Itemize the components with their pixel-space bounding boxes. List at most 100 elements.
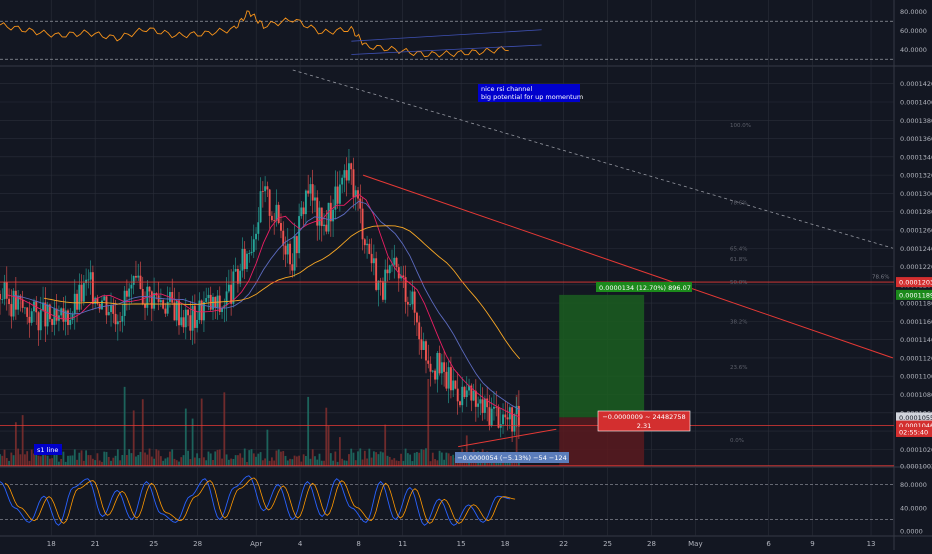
volume-bar	[515, 395, 518, 466]
candle-body	[334, 186, 337, 210]
volume-bar	[452, 454, 455, 466]
volume-bar	[465, 435, 468, 466]
volume-bar	[17, 448, 20, 466]
time-tick-label: 11	[398, 540, 407, 548]
volume-bar	[28, 460, 31, 466]
candle-body	[3, 282, 6, 300]
candle-body	[415, 312, 418, 323]
volume-bar	[282, 451, 285, 466]
volume-bar	[12, 455, 15, 466]
volume-bar	[227, 459, 230, 466]
volume-bar	[76, 459, 78, 466]
volume-bar	[357, 451, 359, 466]
candle-body	[55, 308, 58, 321]
volume-bar	[271, 457, 273, 466]
candle-body	[277, 204, 280, 224]
volume-bar	[103, 451, 106, 466]
volume-bar	[237, 455, 239, 466]
descending-trendline	[362, 174, 894, 359]
candle-body	[311, 184, 314, 201]
candle-body	[438, 352, 441, 374]
time-tick-label: 18	[501, 540, 510, 548]
candle-body	[361, 208, 364, 240]
volume-bar	[39, 456, 42, 466]
candle-body	[64, 310, 67, 322]
price-tick-label: 0.0001340	[900, 153, 932, 161]
profit-label[interactable]: 0.0000134 (12.70%) 896.07	[596, 282, 692, 292]
volume-bar	[425, 448, 427, 466]
candle-body	[486, 398, 489, 408]
volume-bar	[212, 460, 214, 466]
candle-body	[511, 407, 514, 432]
volume-bar	[436, 460, 439, 466]
candle-body	[348, 163, 350, 181]
volume-bar	[329, 453, 332, 466]
volume-bar	[196, 453, 199, 466]
candle-body	[427, 360, 430, 364]
candle-body	[207, 294, 210, 299]
price-tick-label: 0.0001260	[900, 226, 932, 234]
candle-body	[236, 268, 239, 284]
volume-bar	[261, 460, 264, 466]
volume-bar	[5, 458, 8, 466]
candle-body	[51, 319, 54, 325]
candle-body	[26, 307, 29, 317]
fib-level-label: 0.0%	[730, 438, 744, 444]
volume-bar	[137, 454, 140, 466]
volume-bar	[207, 451, 210, 466]
candle-body	[495, 406, 498, 408]
ma-mid-line	[14, 201, 520, 411]
volume-bar	[241, 457, 244, 466]
candle-body	[48, 304, 51, 320]
s1-annotation[interactable]: s1 line	[34, 444, 62, 455]
candle-body	[42, 302, 45, 311]
volume-bar	[119, 460, 121, 466]
volume-bar	[341, 458, 344, 466]
candle-body	[459, 401, 461, 406]
candle-body	[463, 386, 466, 398]
candle-body	[468, 385, 470, 391]
volume-bar	[189, 459, 192, 466]
price-pane[interactable]: 100.0% 78.6% 65.4% 61.8% 50.0% 38.2% 23.6% 0.0%…	[0, 69, 894, 467]
fib-level-label: 50.0%	[730, 280, 747, 286]
volume-bar	[33, 453, 35, 466]
price-badge-label: 0.0001055	[899, 414, 932, 422]
volume-bar	[320, 460, 323, 466]
profit-zone	[559, 294, 645, 418]
volume-bar	[323, 460, 325, 466]
candle-body	[69, 320, 72, 325]
candle-body	[384, 269, 387, 300]
candle-body	[21, 299, 24, 308]
volume-bar	[58, 461, 60, 466]
candle-body	[8, 298, 11, 305]
time-tick-label: 21	[91, 540, 100, 548]
candle-body	[216, 295, 219, 308]
volume-bar	[209, 453, 212, 466]
time-tick-label: 25	[603, 540, 612, 548]
stoch-pane[interactable]	[0, 475, 894, 526]
candle-body	[483, 398, 486, 413]
candle-body	[359, 198, 362, 209]
volume-bar	[157, 450, 160, 466]
volume-bar	[67, 455, 69, 466]
rsi-pane[interactable]	[0, 10, 894, 60]
price-tick-label: 0.0001320	[900, 172, 932, 180]
candle-body	[91, 272, 94, 305]
measure-label[interactable]: −0.0000054 (−5.13%) −54 −124	[455, 452, 569, 463]
volume-bar	[336, 461, 339, 466]
candle-body	[202, 301, 205, 321]
candle-body	[329, 202, 332, 222]
candle-body	[456, 388, 459, 402]
fib-level-label: 23.6%	[730, 365, 747, 371]
note-annotation[interactable]: nice rsi channel big potential for up mo…	[478, 84, 583, 102]
note-line1: nice rsi channel	[481, 85, 532, 93]
note-box	[478, 84, 580, 102]
candle-body	[318, 207, 321, 226]
candle-body	[153, 293, 156, 309]
volume-bar	[314, 456, 316, 466]
stop-label[interactable]: −0.0000009 ~ 24482758 2.31	[597, 410, 691, 432]
volume-bar	[438, 450, 441, 466]
candle-body	[148, 286, 151, 292]
